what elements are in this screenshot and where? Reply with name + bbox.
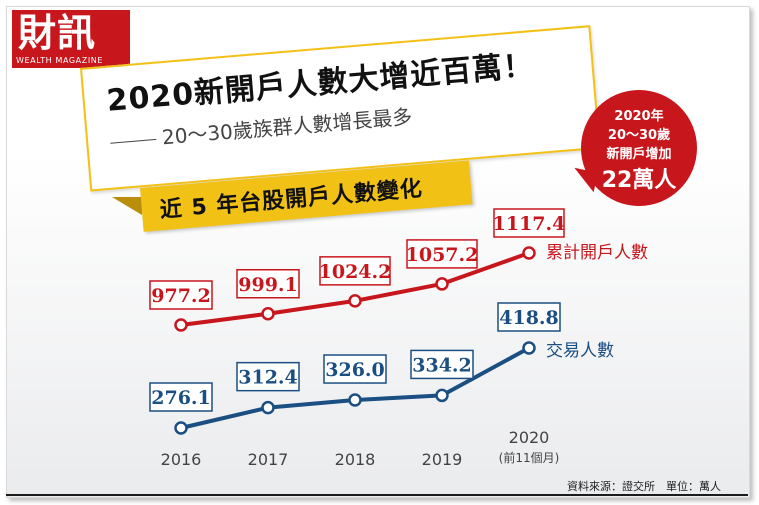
data-point: [174, 318, 188, 332]
data-label: 1117.4: [493, 213, 566, 235]
data-point: [348, 294, 362, 308]
bottom-rule: [6, 494, 748, 496]
series-label: 累計開戶人數: [546, 243, 648, 263]
x-tick-label: 2017: [248, 450, 289, 469]
callout-bubble: 2020年 20～30歲 新開戶增加 22萬人: [581, 90, 697, 206]
data-label-box: [497, 302, 561, 332]
data-label: 326.0: [325, 359, 385, 381]
callout-line-2: 20～30歲: [607, 128, 671, 143]
x-tick-label: 2019: [422, 450, 463, 469]
logo-subtitle: WEALTH MAGAZINE: [16, 56, 104, 65]
source-note: 資料來源：證交所 單位：萬人: [567, 480, 721, 493]
data-label-box: [323, 354, 387, 384]
data-label-box: [236, 361, 300, 392]
data-label: 1057.2: [406, 244, 479, 266]
data-label-box: [319, 256, 391, 286]
x-tick-note: (前11個月): [499, 450, 560, 465]
callout-line-1: 2020年: [614, 109, 664, 124]
data-label: 276.1: [151, 387, 211, 409]
ribbon-fold: [112, 197, 142, 215]
data-label-box: [410, 349, 474, 380]
series-label: 交易人數: [546, 341, 614, 361]
data-label-box: [149, 280, 213, 310]
x-tick-label: 2016: [161, 450, 202, 469]
data-point: [435, 388, 449, 403]
data-point: [348, 393, 362, 407]
data-label: 418.8: [499, 307, 559, 329]
data-label-box: [149, 382, 213, 412]
logo-wordmark: 財訊: [18, 10, 97, 55]
data-label-box: [406, 239, 478, 269]
data-point: [261, 400, 275, 415]
data-point: [522, 246, 536, 260]
data-label: 977.2: [151, 285, 211, 307]
x-tick-label: 2018: [335, 450, 376, 469]
data-label: 999.1: [238, 274, 298, 296]
data-label-box: [236, 269, 300, 299]
data-point: [174, 421, 188, 435]
data-label: 312.4: [238, 367, 298, 389]
callout-line-4: 22萬人: [601, 168, 677, 193]
x-tick-label: 2020: [509, 428, 550, 447]
data-label: 1024.2: [319, 261, 392, 283]
data-point: [522, 341, 536, 355]
data-label: 334.2: [412, 354, 472, 376]
data-label-box: [493, 208, 565, 238]
wealth-magazine-logo: 財訊 WEALTH MAGAZINE: [12, 10, 130, 68]
data-point: [435, 277, 449, 291]
callout-line-3: 新開戶增加: [606, 147, 672, 162]
data-point: [261, 307, 275, 321]
